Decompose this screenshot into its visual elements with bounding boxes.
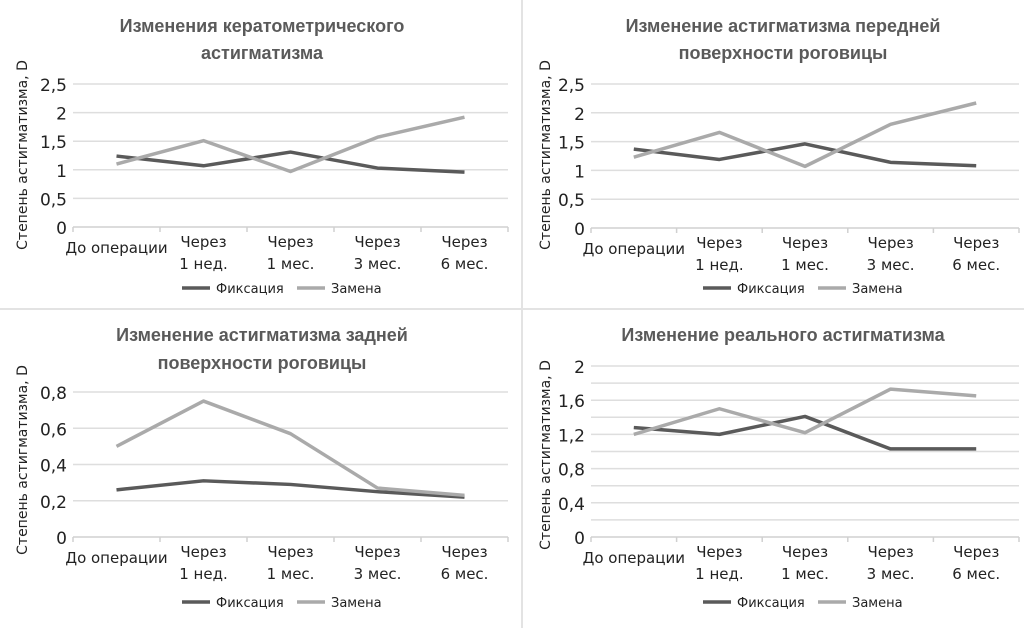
legend-label: Замена xyxy=(331,596,382,611)
x-tick-label: 6 мес. xyxy=(441,565,489,583)
x-tick-label: До операции xyxy=(583,549,685,567)
panel-divider-horizontal xyxy=(0,308,1024,310)
chart-real-astigmatism: Изменение реального астигматизма 0 0,4 0,8 1… xyxy=(538,325,1020,611)
x-tick-label: Через xyxy=(782,543,828,561)
chart-title-line: Изменение реального астигматизма xyxy=(621,325,945,345)
y-tick-label: 0 xyxy=(56,529,67,549)
y-tick-label: 1,2 xyxy=(558,426,585,446)
chart-title-line: Изменение астигматизма задней xyxy=(116,325,408,345)
x-tick-label: Через xyxy=(696,543,742,561)
y-tick-label: 0,5 xyxy=(558,191,585,211)
y-tick-label: 0 xyxy=(56,219,67,239)
x-tick-label: 1 нед. xyxy=(179,565,228,583)
x-tick-label: Через xyxy=(180,543,226,561)
y-tick-label: 1,5 xyxy=(40,133,67,153)
y-tick-label: 1,6 xyxy=(558,392,585,412)
y-tick-label: 2 xyxy=(56,105,67,125)
y-tick-label: 0,8 xyxy=(558,461,585,481)
x-tick-label: Через xyxy=(953,543,999,561)
y-tick-label: 2 xyxy=(574,358,585,378)
x-tick-label: Через xyxy=(782,234,828,252)
legend-label: Фиксация xyxy=(216,596,284,611)
y-tick-label: 2,5 xyxy=(40,76,67,96)
x-tick-label: 3 мес. xyxy=(867,256,915,274)
legend-label: Фиксация xyxy=(737,282,805,297)
y-tick-label: 1 xyxy=(56,162,67,182)
y-tick-label: 2 xyxy=(574,105,585,125)
x-tick-label: До операции xyxy=(65,239,167,257)
x-tick-label: Через xyxy=(867,234,913,252)
y-tick-label: 0,8 xyxy=(40,384,67,404)
x-tick-label: 3 мес. xyxy=(354,255,402,273)
x-tick-label: До операции xyxy=(583,240,685,258)
x-tick-label: Через xyxy=(441,543,487,561)
x-tick-label: Через xyxy=(267,233,313,251)
legend-label: Замена xyxy=(852,282,903,297)
chart-title-line: Изменения кератометрического xyxy=(120,16,405,36)
y-axis-label: Степень астигматизма, D xyxy=(15,60,31,250)
y-tick-label: 0,2 xyxy=(40,493,67,513)
x-tick-label: 3 мес. xyxy=(867,565,915,583)
x-tick-label: Через xyxy=(696,234,742,252)
chart-title-line: астигматизма xyxy=(201,43,324,63)
y-tick-label: 0,6 xyxy=(40,420,67,440)
x-tick-label: 6 мес. xyxy=(952,565,1000,583)
y-tick-label: 0,4 xyxy=(40,457,67,477)
series-line-fixation xyxy=(116,479,465,499)
x-tick-label: Через xyxy=(267,543,313,561)
series-line-fixation xyxy=(633,142,977,168)
x-tick-label: 1 мес. xyxy=(781,565,829,583)
legend-label: Замена xyxy=(852,596,903,611)
y-tick-label: 0,4 xyxy=(558,495,585,515)
y-axis-label: Степень астигматизма, D xyxy=(538,360,554,550)
series-line-replacement xyxy=(115,399,465,498)
x-tick-label: Через xyxy=(953,234,999,252)
x-tick-label: 6 мес. xyxy=(952,256,1000,274)
x-tick-label: 1 нед. xyxy=(179,255,228,273)
chart-keratometric-astigmatism: Изменения кератометрического астигматизма… xyxy=(15,16,509,297)
y-axis-label: Степень астигматизма, D xyxy=(538,60,554,250)
x-tick-label: 1 нед. xyxy=(695,565,744,583)
y-tick-label: 2,5 xyxy=(558,76,585,96)
chart-posterior-surface-astigmatism: Изменение астигматизма задней поверхности… xyxy=(15,325,509,611)
chart-title-line: поверхности роговицы xyxy=(679,43,888,63)
x-tick-label: 6 мес. xyxy=(441,255,489,273)
x-tick-label: Через xyxy=(354,543,400,561)
x-tick-label: 1 мес. xyxy=(781,256,829,274)
y-tick-label: 0,5 xyxy=(40,190,67,210)
y-tick-label: 1,5 xyxy=(558,134,585,154)
legend-label: Фиксация xyxy=(216,282,284,297)
y-axis-label: Степень астигматизма, D xyxy=(15,365,31,555)
x-tick-label: 3 мес. xyxy=(354,565,402,583)
x-tick-label: Через xyxy=(441,233,487,251)
x-tick-label: 1 нед. xyxy=(695,256,744,274)
x-tick-label: Через xyxy=(354,233,400,251)
chart-anterior-surface-astigmatism: Изменение астигматизма передней поверхнос… xyxy=(538,16,1020,297)
legend-label: Фиксация xyxy=(737,596,805,611)
y-tick-label: 1 xyxy=(574,162,585,182)
x-tick-label: Через xyxy=(180,233,226,251)
x-tick-label: До операции xyxy=(65,549,167,567)
x-tick-label: Через xyxy=(867,543,913,561)
legend-label: Замена xyxy=(331,282,382,297)
y-tick-label: 0 xyxy=(574,220,585,240)
x-tick-label: 1 мес. xyxy=(267,565,315,583)
y-tick-label: 0 xyxy=(574,529,585,549)
chart-title-line: Изменение астигматизма передней xyxy=(626,16,941,36)
x-tick-label: 1 мес. xyxy=(267,255,315,273)
chart-title-line: поверхности роговицы xyxy=(158,353,367,373)
panel-divider-vertical xyxy=(521,0,523,628)
series-line-replacement xyxy=(633,387,977,437)
